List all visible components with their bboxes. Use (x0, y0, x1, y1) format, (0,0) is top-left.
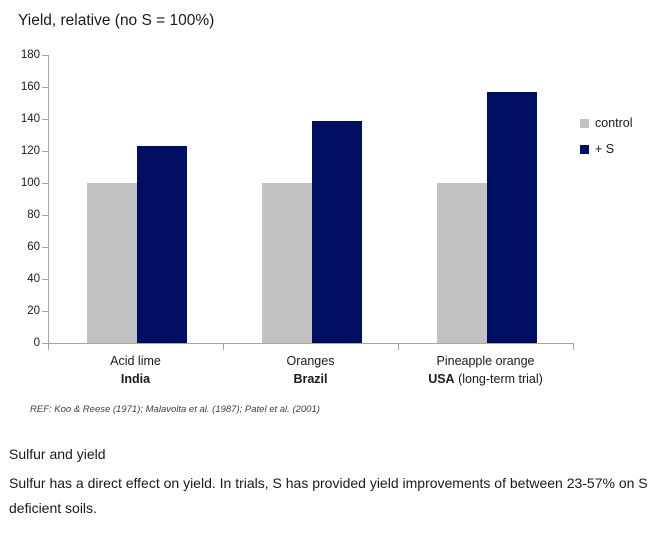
bar-s-group-0 (136, 146, 187, 343)
bar-control-group-0 (86, 183, 137, 343)
y-axis-tick-label-120: 120 (20, 145, 40, 157)
control-swatch-icon (580, 118, 589, 128)
y-axis-tick-mark (42, 311, 48, 312)
plot-area (48, 55, 574, 344)
category-region: USA (long-term trial) (428, 372, 543, 386)
y-axis-tick-mark (42, 119, 48, 120)
plus-s-swatch-icon (580, 144, 589, 154)
x-axis-tick-mark (48, 344, 49, 350)
y-axis-tick-label-20: 20 (27, 305, 40, 317)
legend-label-plus-s: + S (595, 142, 615, 156)
y-axis-tick-mark (42, 215, 48, 216)
y-axis-tick-label-140: 140 (20, 113, 40, 125)
y-axis-tick-label-180: 180 (20, 49, 40, 61)
category-name: Pineapple orange (436, 354, 535, 368)
legend-item-plus-s: + S (580, 136, 633, 162)
reference-note: REF: Koo & Reese (1971); Malavolta et al… (30, 404, 320, 415)
x-axis-tick-mark (573, 344, 574, 350)
bar-control-group-2 (436, 183, 487, 343)
category-name: Oranges (286, 354, 335, 368)
y-axis-tick-mark (42, 247, 48, 248)
category-label-1: Oranges Brazil (223, 352, 398, 388)
x-axis-tick-mark (398, 344, 399, 350)
legend-label-control: control (595, 116, 633, 130)
y-axis-tick-label-60: 60 (27, 241, 40, 253)
y-axis-tick-label-100: 100 (20, 177, 40, 189)
footer-body: Sulfur has a direct effect on yield. In … (9, 475, 648, 516)
category-region: Brazil (293, 372, 328, 386)
y-axis-tick-mark (42, 55, 48, 56)
legend-item-control: control (580, 110, 633, 136)
y-axis-tick-mark (42, 87, 48, 88)
y-axis-tick-mark (42, 183, 48, 184)
y-axis-tick-label-160: 160 (20, 81, 40, 93)
bar-s-group-1 (311, 121, 362, 343)
category-region: India (120, 372, 151, 386)
chart-legend: control + S (580, 110, 633, 162)
category-name: Acid lime (110, 354, 161, 368)
chart-title: Yield, relative (no S = 100%) (18, 12, 215, 29)
category-label-0: Acid lime India (48, 352, 223, 388)
footer-heading: Sulfur and yield (9, 446, 106, 462)
y-axis-tick-mark (42, 343, 48, 344)
y-axis-tick-label-0: 0 (33, 337, 40, 349)
bar-control-group-1 (261, 183, 312, 343)
bar-s-group-2 (486, 92, 537, 343)
y-axis-tick-label-40: 40 (27, 273, 40, 285)
y-axis-tick-mark (42, 151, 48, 152)
y-axis-tick-mark (42, 279, 48, 280)
category-label-2: Pineapple orange USA (long-term trial) (398, 352, 573, 388)
x-axis-tick-mark (223, 344, 224, 350)
y-axis-tick-label-80: 80 (27, 209, 40, 221)
